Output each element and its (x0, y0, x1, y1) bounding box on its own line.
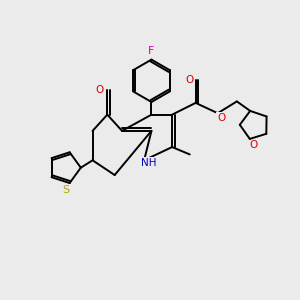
Text: NH: NH (141, 158, 156, 168)
Text: F: F (148, 46, 155, 56)
Text: O: O (185, 75, 193, 85)
Text: O: O (249, 140, 257, 150)
Text: S: S (62, 185, 70, 195)
Text: O: O (96, 85, 104, 94)
Text: O: O (217, 112, 225, 123)
